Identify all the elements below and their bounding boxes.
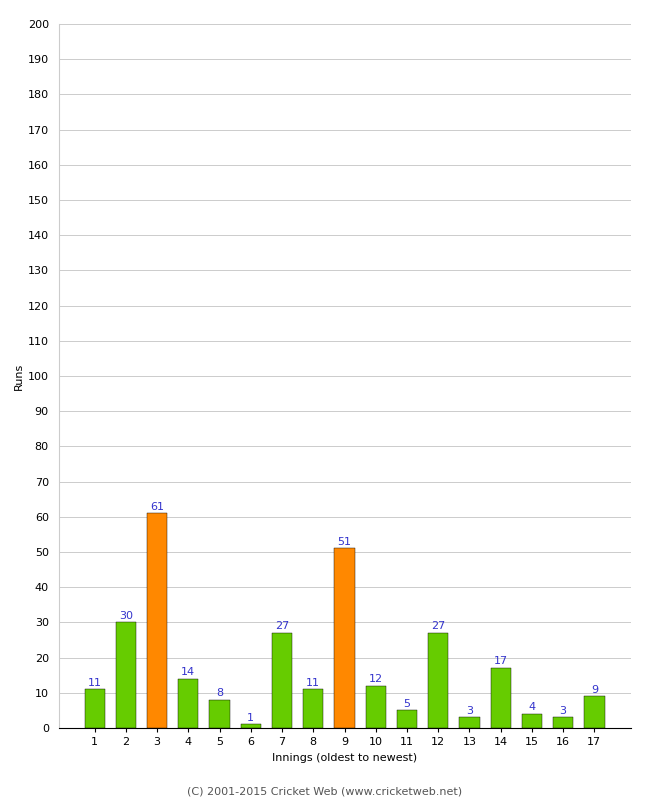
Text: 4: 4: [528, 702, 536, 712]
Bar: [116, 622, 136, 728]
Bar: [147, 514, 167, 728]
Text: 27: 27: [431, 622, 445, 631]
Text: 8: 8: [216, 688, 223, 698]
Bar: [584, 696, 604, 728]
Text: 61: 61: [150, 502, 164, 511]
Bar: [209, 700, 229, 728]
Text: 12: 12: [369, 674, 383, 684]
Y-axis label: Runs: Runs: [14, 362, 23, 390]
Bar: [240, 725, 261, 728]
Bar: [84, 690, 105, 728]
Text: (C) 2001-2015 Cricket Web (www.cricketweb.net): (C) 2001-2015 Cricket Web (www.cricketwe…: [187, 786, 463, 796]
Bar: [491, 668, 511, 728]
Text: 30: 30: [119, 610, 133, 621]
Bar: [428, 633, 448, 728]
Bar: [396, 710, 417, 728]
Bar: [178, 678, 198, 728]
Bar: [553, 718, 573, 728]
Text: 5: 5: [404, 698, 410, 709]
Bar: [272, 633, 292, 728]
Text: 11: 11: [306, 678, 320, 687]
Text: 27: 27: [275, 622, 289, 631]
Bar: [303, 690, 324, 728]
Text: 1: 1: [247, 713, 254, 722]
Text: 3: 3: [560, 706, 567, 716]
Text: 14: 14: [181, 667, 196, 677]
Text: 9: 9: [591, 685, 598, 694]
Bar: [334, 549, 355, 728]
Text: 51: 51: [337, 537, 352, 546]
Text: 17: 17: [493, 656, 508, 666]
X-axis label: Innings (oldest to newest): Innings (oldest to newest): [272, 753, 417, 762]
Text: 11: 11: [88, 678, 101, 687]
Bar: [460, 718, 480, 728]
Text: 3: 3: [466, 706, 473, 716]
Bar: [522, 714, 542, 728]
Bar: [365, 686, 386, 728]
